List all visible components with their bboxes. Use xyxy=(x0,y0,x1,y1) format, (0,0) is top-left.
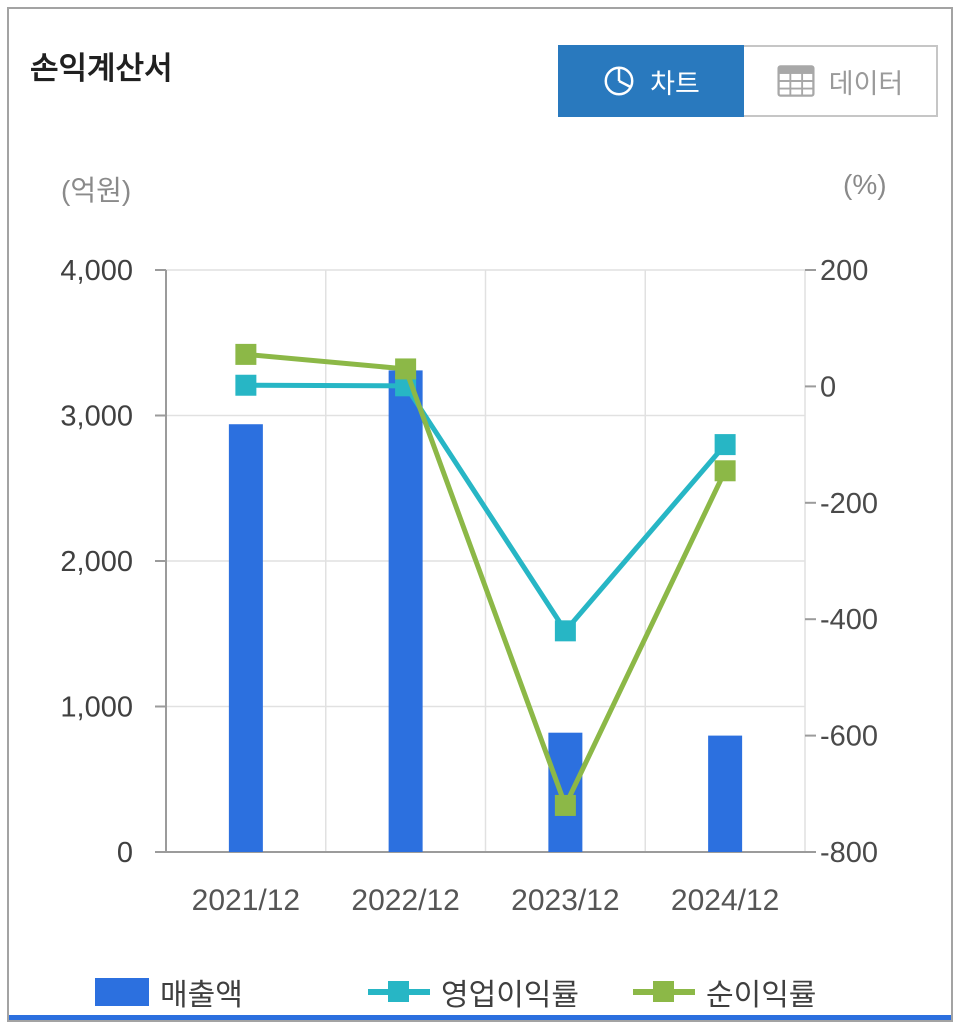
income-statement-panel: 손익계산서 차트 xyxy=(7,7,953,1022)
data-tab-label: 데이터 xyxy=(828,68,904,99)
bar-2023/12 xyxy=(548,732,583,852)
bar-2024/12 xyxy=(708,735,743,852)
x-axis-label: 2024/12 xyxy=(671,884,779,917)
right-axis-unit: (%) xyxy=(843,169,887,200)
marker-영업이익률-2023/12 xyxy=(554,620,576,642)
left-axis-tick-label: 4,000 xyxy=(60,255,133,287)
marker-영업이익률-2024/12 xyxy=(714,434,736,456)
pie-chart-icon xyxy=(602,64,636,98)
line-영업이익률 xyxy=(243,382,728,634)
legend-item-revenue[interactable]: 매출액 xyxy=(95,971,243,1013)
chart-tab-label: 차트 xyxy=(650,68,700,99)
right-axis-tick-label: -600 xyxy=(820,721,878,753)
right-axis-tick-label: -800 xyxy=(820,837,878,869)
x-axis-label: 2022/12 xyxy=(351,884,459,917)
left-axis-tick-label: 2,000 xyxy=(60,546,133,578)
combo-chart: 0 1,000 2,000 3,000 4,000 200 0 -200 -400 -600 -80… xyxy=(60,255,878,917)
chart-tab-button[interactable]: 차트 xyxy=(558,45,744,117)
legend-label-net-margin: 순이익률 xyxy=(706,979,817,1012)
legend-item-net-margin[interactable]: 순이익률 xyxy=(633,971,816,1013)
left-axis-tick-label: 0 xyxy=(117,837,133,869)
marker-순이익률-2021/12 xyxy=(235,343,257,365)
legend-item-operating-margin[interactable]: 영업이익률 xyxy=(368,971,579,1013)
legend-label-revenue: 매출액 xyxy=(160,979,243,1012)
bar-2021/12 xyxy=(228,424,263,852)
bottom-accent-bar xyxy=(9,1015,951,1020)
data-tab-button[interactable]: 데이터 xyxy=(744,45,938,117)
bar-2022/12 xyxy=(388,370,423,852)
marker-영업이익률-2021/12 xyxy=(235,374,257,396)
marker-순이익률-2022/12 xyxy=(395,358,417,380)
view-toggle: 차트 데이터 xyxy=(558,45,938,117)
right-axis-tick-label: -200 xyxy=(820,488,878,520)
x-axis-label: 2021/12 xyxy=(192,884,300,917)
panel-title: 손익계산서 xyxy=(30,51,173,86)
left-axis-unit: (억원) xyxy=(61,175,132,206)
right-axis-tick-label: -400 xyxy=(820,604,878,636)
x-axis-label: 2023/12 xyxy=(511,884,619,917)
operating-margin-legend-swatch xyxy=(368,977,430,1007)
marker-순이익률-2024/12 xyxy=(714,460,736,482)
net-margin-legend-swatch xyxy=(633,977,695,1007)
right-axis-tick-label: 200 xyxy=(820,255,868,287)
line-순이익률 xyxy=(243,351,728,808)
revenue-legend-swatch xyxy=(95,978,149,1006)
left-axis-tick-label: 1,000 xyxy=(60,692,133,724)
right-axis-tick-label: 0 xyxy=(820,371,836,403)
marker-순이익률-2023/12 xyxy=(554,794,576,816)
left-axis-tick-label: 3,000 xyxy=(60,401,133,433)
legend-label-operating-margin: 영업이익률 xyxy=(441,979,579,1012)
table-icon xyxy=(777,65,815,97)
